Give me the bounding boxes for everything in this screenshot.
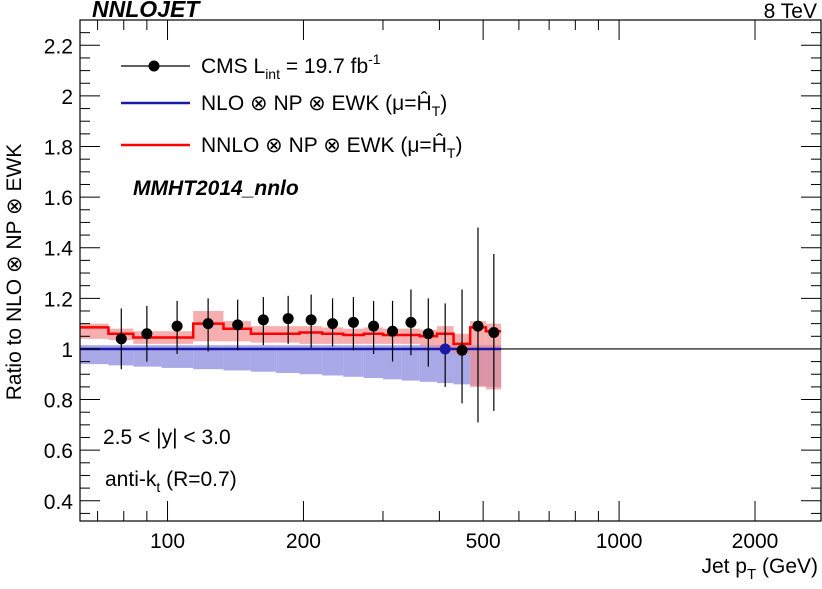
pdf-set-label: MMHT2014_nnlo — [133, 177, 299, 200]
nlo-band-bin — [299, 345, 323, 375]
x-tick-label: 500 — [466, 530, 501, 553]
cms-data-point — [115, 333, 127, 345]
legend-nlo-label: NLO ⊗ NP ⊗ EWK (μ=ĤT) — [201, 92, 447, 119]
y-tick-label: 1.2 — [44, 288, 73, 311]
cms-data-point — [488, 326, 500, 338]
y-tick-label: 1.6 — [44, 187, 73, 210]
legend-data-marker — [148, 60, 160, 72]
algorithm-label: anti-kt (R=0.7) — [105, 468, 237, 495]
y-tick-label: 2 — [61, 86, 73, 109]
x-axis-label: Jet pT (GeV) — [701, 555, 818, 583]
cms-data-point — [305, 314, 317, 326]
nlo-band-bin — [343, 345, 364, 377]
x-tick-label: 2000 — [732, 530, 779, 553]
cms-data-point — [347, 316, 359, 328]
cms-data-point — [456, 344, 468, 356]
plot-frame — [79, 19, 822, 522]
cms-data-point — [439, 343, 451, 355]
legend-nnlo-label: NNLO ⊗ NP ⊗ EWK (μ=ĤT) — [201, 134, 462, 161]
nlo-band-bin — [322, 345, 344, 376]
cms-data-point — [405, 316, 417, 328]
nlo-band-bin — [382, 345, 402, 380]
rapidity-label: 2.5 < |y| < 3.0 — [103, 426, 231, 449]
nlo-band-bin — [401, 345, 420, 381]
y-tick-label: 2.2 — [44, 35, 73, 58]
y-tick-label: 1.4 — [44, 238, 74, 261]
cms-data-point — [422, 328, 434, 340]
legend: CMS Lint = 19.7 fb-1 NLO ⊗ NP ⊗ EWK (μ=Ĥ… — [121, 51, 462, 161]
x-tick-label: 1000 — [596, 530, 643, 553]
cms-data-point — [202, 318, 214, 330]
y-tick-label: 0.4 — [44, 491, 74, 514]
nlo-band-bin — [161, 345, 194, 368]
y-tick-label: 1 — [61, 339, 73, 362]
header-right-title: 8 TeV — [764, 0, 817, 23]
cms-data-point — [368, 320, 380, 332]
legend-data-label: CMS Lint = 19.7 fb-1 — [201, 51, 381, 82]
axes-layer: 0.4 0.6 0.8 1 1.2 1.4 1.6 1.8 2 2.2 100 200 500 1000 2… — [44, 19, 821, 553]
nlo-band-bin — [276, 345, 300, 373]
cms-data-point — [282, 313, 294, 325]
header-left-title: NNLOJET — [92, 0, 201, 22]
x-tick-label: 200 — [286, 530, 321, 553]
cms-data-point — [257, 314, 269, 326]
cms-data-point — [232, 319, 244, 331]
points-layer — [115, 227, 500, 423]
nlo-band-bin — [363, 345, 383, 379]
cms-data-point — [472, 320, 484, 332]
y-tick-label: 0.8 — [44, 390, 73, 413]
cms-data-point — [327, 318, 339, 330]
nnlo-series-line — [80, 322, 502, 346]
cms-data-point — [171, 320, 183, 332]
y-tick-label: 1.8 — [44, 137, 73, 160]
cms-data-point — [387, 325, 399, 337]
y-tick-label: 0.6 — [44, 440, 73, 463]
y-axis-label: Ratio to NLO ⊗ NP ⊗ EWK — [3, 144, 26, 401]
cms-data-point — [141, 328, 153, 340]
x-tick-label: 100 — [150, 530, 185, 553]
